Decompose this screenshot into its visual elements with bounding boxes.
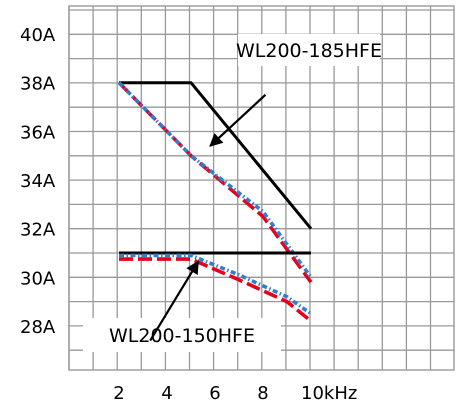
series-group [117, 81, 313, 323]
y-tick-label: 40A [20, 25, 56, 46]
y-tick-label: 30A [20, 268, 56, 289]
y-tick-label: 32A [20, 220, 56, 241]
x-tick-label: 6 [209, 383, 220, 404]
annotation-box-0 [238, 34, 380, 66]
y-tick-bg [12, 21, 66, 47]
annotation-label-0: WL200-185HFE [236, 40, 382, 62]
annotation-group: WL200-185HFE WL200-150HFE [83, 34, 382, 352]
y-tick-bg [12, 167, 66, 193]
annotation-arrow-0 [209, 94, 267, 147]
annotation-box-1 [83, 318, 281, 352]
series-line-1 [117, 81, 313, 284]
x-tick-label: 10kHz [301, 383, 357, 404]
y-tick-label: 28A [20, 317, 56, 338]
y-tick-bg [12, 118, 66, 145]
y-tick-bg [12, 264, 66, 291]
y-tick-label: 36A [20, 122, 56, 143]
series-line-2 [117, 81, 313, 279]
series-line-0 [119, 81, 313, 230]
tick-label-group: 40A 38A 36A 34A 32A 30A 28A 2 4 6 8 10kHz [12, 21, 357, 404]
series-line-4 [119, 257, 313, 323]
annotation-arrow-1 [149, 260, 200, 342]
series-line-5 [119, 253, 313, 316]
y-tick-label: 34A [20, 171, 56, 192]
annotation-label-1: WL200-150HFE [109, 325, 255, 347]
x-tick-label: 8 [257, 383, 268, 404]
y-tick-bg [12, 215, 66, 242]
y-tick-label: 38A [20, 74, 56, 95]
y-tick-bg [12, 313, 66, 339]
x-tick-label: 2 [113, 383, 124, 404]
y-tick-bg [12, 69, 66, 96]
x-tick-label: 4 [161, 383, 172, 404]
